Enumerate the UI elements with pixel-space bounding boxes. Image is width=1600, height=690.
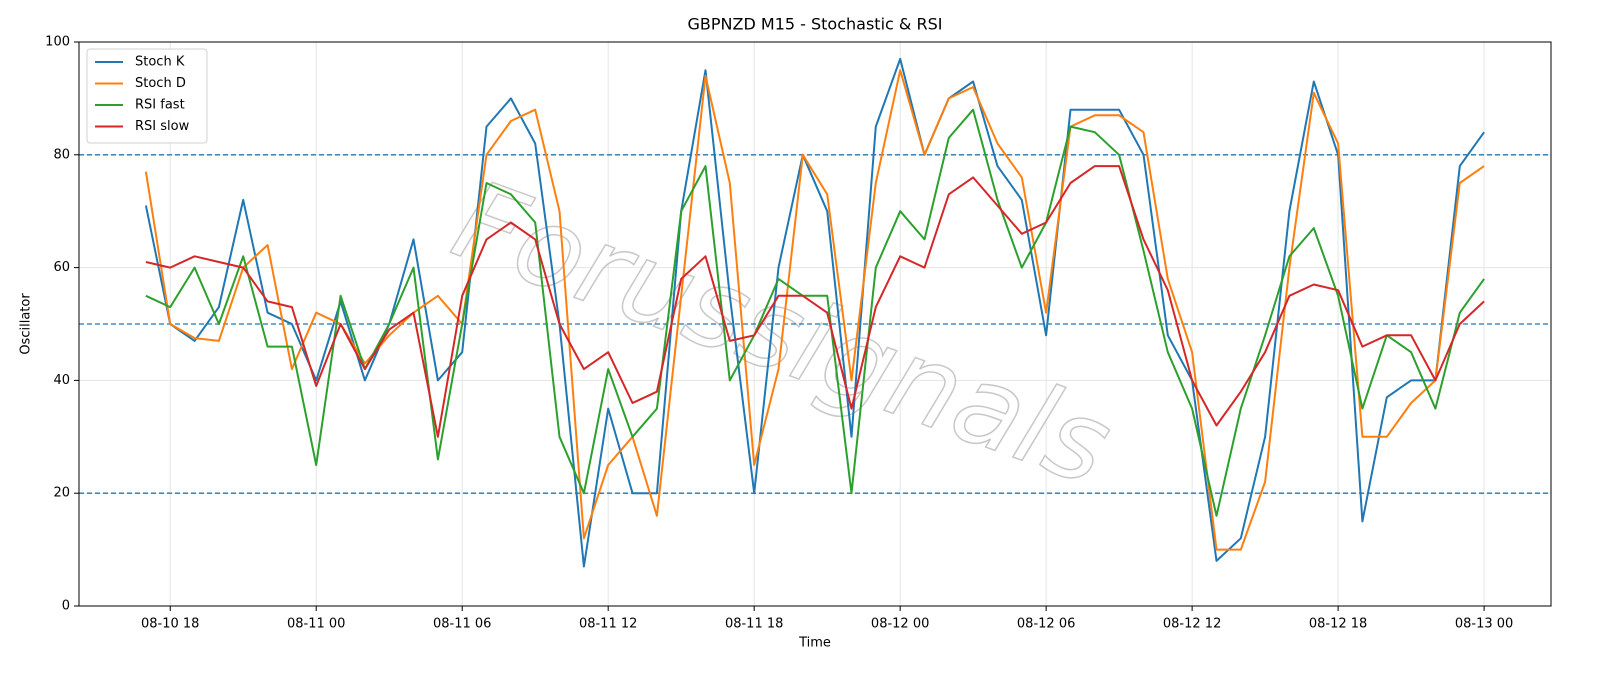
x-tick-label: 08-10 18 bbox=[141, 617, 199, 632]
legend-label: RSI fast bbox=[135, 98, 185, 113]
y-tick-label: 80 bbox=[53, 147, 70, 162]
x-tick-label: 08-13 00 bbox=[1455, 617, 1513, 632]
legend-label: RSI slow bbox=[135, 119, 190, 134]
x-tick-label: 08-11 00 bbox=[287, 617, 345, 632]
x-tick-label: 08-11 18 bbox=[725, 617, 783, 632]
series-line bbox=[145, 165, 1485, 438]
x-tick-label: 08-12 00 bbox=[871, 617, 929, 632]
plot-frame bbox=[78, 41, 1552, 607]
x-tick-label: 08-11 06 bbox=[433, 617, 491, 632]
x-tick-label: 08-12 06 bbox=[1017, 617, 1075, 632]
x-tick-label: 08-12 12 bbox=[1163, 617, 1221, 632]
legend-label: Stoch D bbox=[135, 76, 186, 91]
chart-title: GBPNZD M15 - Stochastic & RSI bbox=[688, 15, 943, 34]
y-tick-label: 40 bbox=[53, 373, 70, 388]
y-tick-label: 20 bbox=[53, 486, 70, 501]
x-tick-label: 08-11 12 bbox=[579, 617, 637, 632]
y-tick-label: 0 bbox=[62, 599, 70, 614]
legend: Stoch K Stoch D RSI fast RSI slow bbox=[86, 48, 208, 144]
series-line bbox=[144, 57, 1485, 568]
x-axis-label: Time bbox=[798, 636, 831, 651]
x-tick-label: 08-12 18 bbox=[1309, 617, 1367, 632]
legend-box bbox=[86, 48, 208, 144]
series-line bbox=[144, 69, 1485, 551]
y-axis-label: Oscillator bbox=[19, 293, 34, 355]
legend-label: Stoch K bbox=[135, 55, 185, 70]
y-tick-label: 60 bbox=[53, 260, 70, 275]
y-tick-label: 100 bbox=[45, 35, 70, 50]
